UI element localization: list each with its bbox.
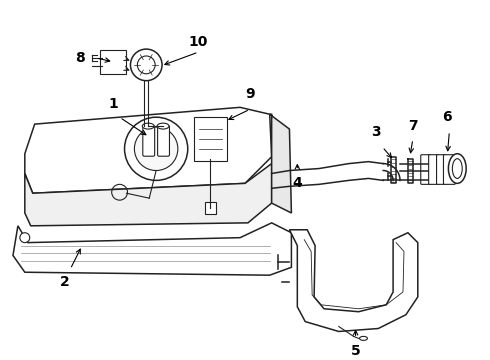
Circle shape	[124, 117, 188, 180]
Circle shape	[134, 127, 178, 171]
Circle shape	[20, 233, 30, 243]
Text: 4: 4	[293, 176, 302, 190]
Polygon shape	[25, 107, 271, 193]
Ellipse shape	[448, 154, 466, 183]
Text: 6: 6	[442, 110, 452, 124]
Text: 9: 9	[245, 87, 255, 102]
Polygon shape	[13, 223, 292, 275]
Text: 10: 10	[189, 35, 208, 49]
FancyBboxPatch shape	[158, 126, 170, 156]
Text: 2: 2	[59, 275, 69, 289]
Polygon shape	[270, 114, 292, 213]
Ellipse shape	[142, 123, 154, 129]
Text: 5: 5	[351, 344, 361, 358]
Ellipse shape	[157, 123, 169, 129]
Text: 1: 1	[109, 97, 119, 111]
FancyBboxPatch shape	[437, 155, 446, 184]
Polygon shape	[25, 163, 271, 226]
Text: 8: 8	[75, 51, 85, 65]
FancyBboxPatch shape	[204, 202, 217, 214]
FancyBboxPatch shape	[421, 155, 431, 184]
FancyBboxPatch shape	[194, 117, 227, 161]
Circle shape	[130, 49, 162, 81]
FancyBboxPatch shape	[429, 155, 439, 184]
Polygon shape	[290, 230, 418, 332]
FancyBboxPatch shape	[100, 50, 125, 74]
FancyBboxPatch shape	[443, 155, 455, 184]
Text: 3: 3	[371, 125, 381, 139]
FancyBboxPatch shape	[143, 126, 155, 156]
Text: 7: 7	[408, 119, 417, 133]
